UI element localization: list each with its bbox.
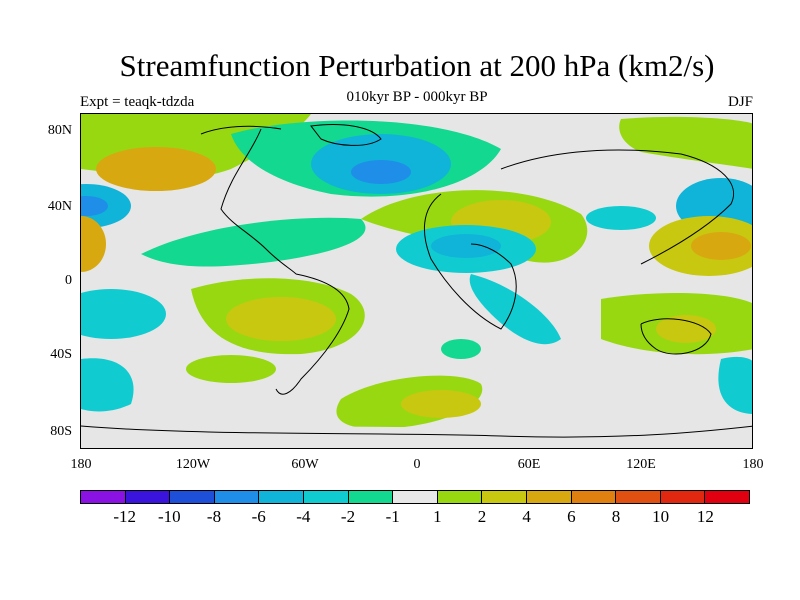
colorbar-label: 10	[652, 507, 670, 526]
plot-subtitle: 010kyr BP - 000kyr BP	[346, 89, 488, 105]
colorbar-label: -4	[296, 507, 311, 526]
contour-fills	[81, 114, 752, 448]
fill-south-atlantic-negative	[441, 339, 481, 359]
plot-title: Streamfunction Perturbation at 200 hPa (…	[119, 48, 715, 83]
north-america-coast	[220, 128, 297, 275]
colorbar-label: -1	[385, 507, 400, 526]
lat-label-80n: 80N	[47, 123, 72, 138]
fill-southern-ocean-core	[401, 390, 481, 418]
experiment-label: Expt = teaqk-tdzda	[80, 94, 195, 110]
fill-south-america-core	[226, 297, 336, 341]
colorbar-label: 1	[433, 507, 442, 526]
lat-label-40n: 40N	[47, 199, 72, 214]
colorbar-box	[571, 491, 617, 503]
fill-central-asia-negative	[586, 206, 656, 230]
colorbar-box	[437, 491, 483, 503]
greenland-coast	[310, 124, 382, 146]
colorbar-box	[125, 491, 171, 503]
contour-field	[81, 114, 752, 448]
fill-antarctic-neutral	[81, 414, 752, 448]
arctic-islands-coast	[200, 125, 282, 135]
fill-nh-pacific-max	[96, 147, 216, 191]
fill-north-atlantic-min	[351, 160, 411, 184]
lat-label-eq: 0	[65, 273, 72, 288]
fill-ne-pacific-positive	[619, 116, 752, 169]
lon-label-60w: 60W	[291, 457, 319, 472]
season-label: DJF	[727, 94, 753, 110]
colorbar-box	[482, 491, 527, 503]
colorbar-label: 12	[696, 507, 714, 526]
colorbar	[80, 490, 750, 504]
fill-west-pacific-max	[691, 232, 751, 260]
colorbar-box	[303, 491, 349, 503]
colorbar-box	[259, 491, 304, 503]
colorbar-label: 8	[611, 507, 621, 526]
colorbar-label: -10	[157, 507, 181, 526]
fill-australia-core	[656, 315, 716, 343]
colorbar-box	[170, 491, 215, 503]
colorbar-label: -6	[251, 507, 266, 526]
lon-label-120w: 120W	[175, 457, 211, 472]
fill-sw-pacific-edge-negative	[718, 356, 752, 414]
lon-label-60e: 60E	[517, 457, 541, 472]
fill-africa-core	[431, 234, 501, 258]
lon-label-180w: 180	[70, 457, 92, 472]
lat-label-80s: 80S	[50, 424, 72, 439]
colorbar-box	[660, 491, 706, 503]
lat-label-40s: 40S	[50, 347, 72, 362]
colorbar-label: -2	[340, 507, 356, 526]
fill-equatorial-pacific-positive	[81, 216, 106, 272]
australia-coast	[640, 318, 712, 355]
streamfunction-map	[80, 113, 753, 449]
colorbar-label: 4	[522, 507, 531, 526]
lon-label-180e: 180	[742, 457, 764, 472]
colorbar-box	[616, 491, 661, 503]
coastlines	[81, 124, 752, 438]
lon-label-0: 0	[413, 457, 421, 472]
fill-sw-pacific-negative	[81, 358, 134, 412]
antarctica-coast	[81, 425, 752, 438]
fill-south-pacific-negative	[81, 289, 166, 339]
colorbar-label: 6	[567, 507, 576, 526]
lon-label-120e: 120E	[626, 457, 656, 472]
fill-east-pacific-min	[81, 196, 108, 216]
colorbar-label: -12	[113, 507, 136, 526]
africa-coast	[423, 193, 517, 330]
colorbar-box	[393, 491, 438, 503]
eurasia-coast	[500, 149, 734, 265]
colorbar-box	[348, 491, 394, 503]
fill-se-pacific-positive	[186, 355, 276, 383]
colorbar-box	[81, 491, 126, 503]
south-america-coast	[275, 273, 350, 395]
fill-tropical-atlantic-negative	[141, 217, 366, 267]
colorbar-box	[705, 491, 749, 503]
colorbar-label: 2	[477, 507, 487, 526]
colorbar-box	[214, 491, 260, 503]
fill-indian-ocean-negative	[469, 274, 561, 345]
colorbar-label: -8	[206, 507, 222, 526]
colorbar-box	[526, 491, 572, 503]
